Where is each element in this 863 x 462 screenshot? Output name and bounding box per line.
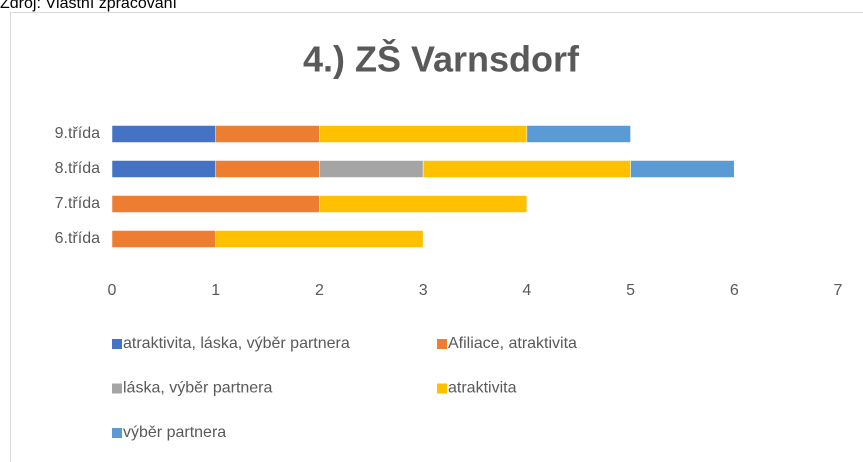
legend-label: Afiliace, atraktivita [448, 335, 577, 352]
legend-swatch [112, 383, 122, 394]
bar-segment [319, 195, 528, 213]
legend-swatch [112, 339, 122, 349]
bar-segment [319, 160, 424, 178]
bar-segment [630, 160, 735, 178]
y-tick-label: 8.třída [55, 160, 100, 177]
y-tick-label: 7.třída [55, 195, 100, 212]
legend-label: atraktivita, láska, výběr partnera [123, 335, 350, 352]
chart-frame [10, 12, 863, 462]
bar-segment [215, 160, 320, 178]
bar-segment [111, 160, 216, 178]
x-tick-label: 1 [211, 282, 220, 299]
bar-segment [111, 195, 320, 213]
bar-segment [111, 125, 216, 143]
y-tick-label: 6.třída [55, 230, 100, 247]
x-tick-label: 2 [315, 282, 324, 299]
x-tick-label: 6 [730, 282, 739, 299]
x-tick-label: 4 [522, 282, 531, 299]
bar-segment [215, 230, 424, 248]
x-tick-label: 0 [108, 282, 117, 299]
bar-segment [526, 125, 631, 143]
bar-segment [422, 160, 631, 178]
bar-segment [319, 125, 528, 143]
x-tick-label: 5 [626, 282, 635, 299]
bar-segment [215, 125, 320, 143]
legend-swatch [437, 383, 447, 394]
y-tick-label: 9.třída [55, 125, 100, 142]
legend-swatch [112, 428, 122, 438]
x-tick-label: 7 [834, 282, 843, 299]
x-tick-label: 3 [419, 282, 428, 299]
legend-label: atraktivita [448, 380, 517, 397]
legend-swatch [437, 339, 447, 349]
bar-segment [111, 230, 216, 248]
source-note: Zdroj: Vlastní zpracování [0, 0, 178, 12]
legend-label: láska, výběr partnera [123, 380, 273, 397]
chart-title: 4.) ZŠ Varnsdorf [303, 38, 580, 80]
legend-label: výběr partnera [123, 424, 226, 441]
